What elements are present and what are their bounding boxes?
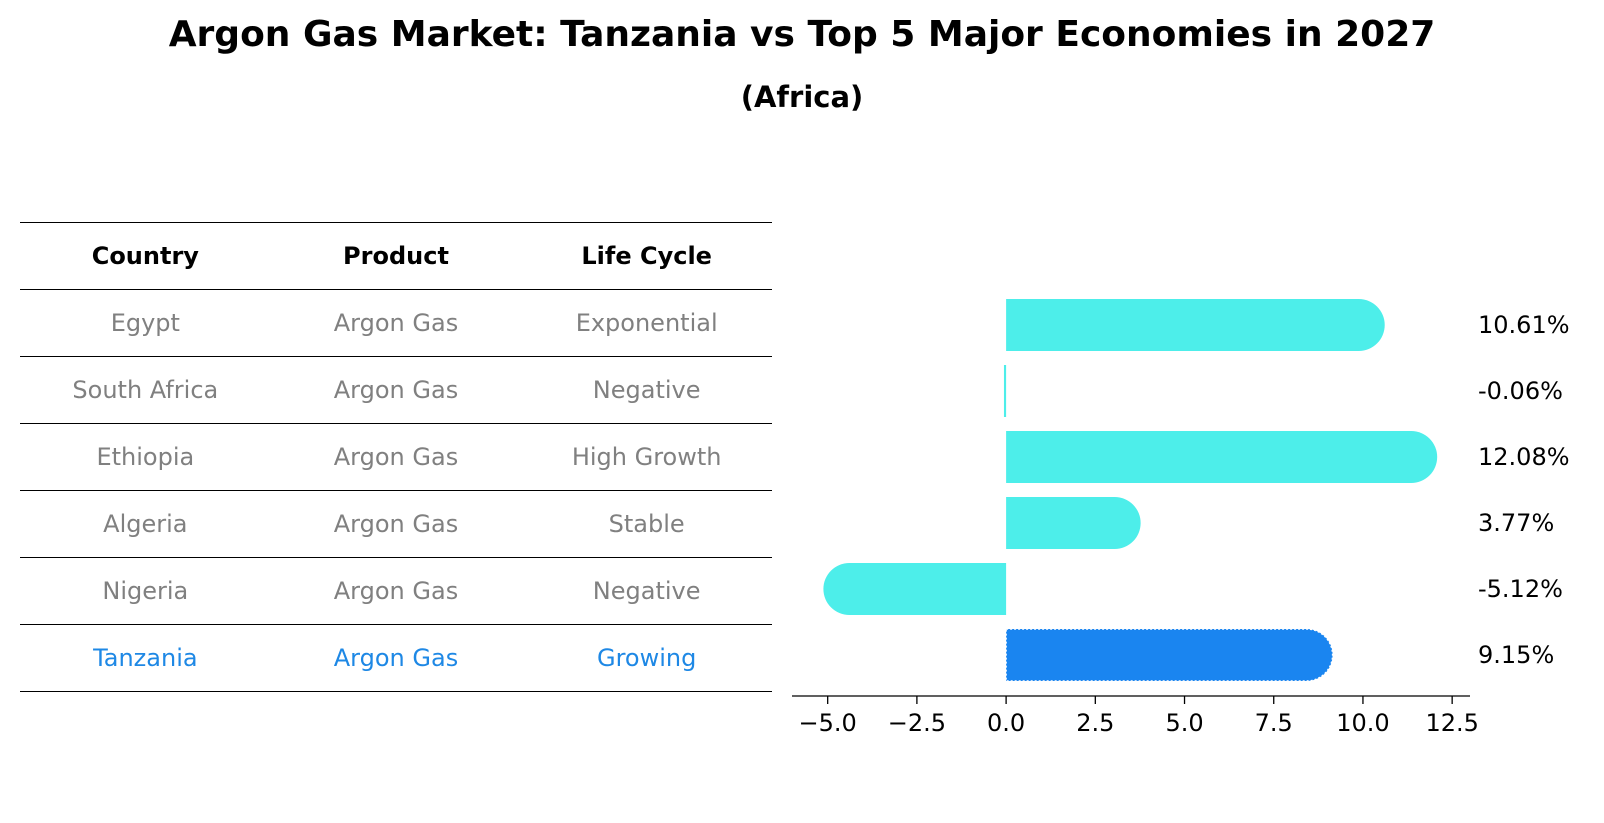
table-row: Nigeria Argon Gas Negative (20, 557, 772, 625)
cell-country: Algeria (20, 490, 271, 558)
cell-product: Argon Gas (270, 423, 522, 491)
value-label: 3.77% (1478, 509, 1554, 537)
cell-country: South Africa (20, 356, 271, 424)
table-header-row: Country Product Life Cycle (20, 222, 772, 290)
bar-ethiopia (1006, 431, 1438, 483)
value-label: -0.06% (1478, 377, 1563, 405)
cell-country: Egypt (20, 289, 271, 357)
cell-country: Ethiopia (20, 423, 271, 491)
life-cycle-table: Country Product Life Cycle Egypt Argon G… (20, 222, 772, 692)
value-label: -5.12% (1478, 575, 1563, 603)
cell-life-cycle: Negative (521, 356, 772, 424)
x-tick-label: −2.5 (888, 709, 946, 737)
chart-title: Argon Gas Market: Tanzania vs Top 5 Majo… (168, 14, 1436, 55)
x-tick-label: 2.5 (1076, 709, 1114, 737)
x-tick-label: 12.5 (1425, 709, 1478, 737)
cell-product: Argon Gas (270, 557, 522, 625)
chart-subtitle: (Africa) (740, 80, 864, 114)
cell-product: Argon Gas (270, 289, 522, 357)
bar-south-africa (1003, 365, 1007, 417)
value-label: 12.08% (1478, 443, 1570, 471)
table-row: Ethiopia Argon Gas High Growth (20, 423, 772, 491)
header-country: Country (20, 222, 271, 290)
table-row: Egypt Argon Gas Exponential (20, 289, 772, 357)
cell-life-cycle: Stable (521, 490, 772, 558)
cell-life-cycle: Negative (521, 557, 772, 625)
x-tick-label: 10.0 (1336, 709, 1389, 737)
x-tick-label: 0.0 (987, 709, 1025, 737)
bar-algeria (1006, 497, 1141, 549)
table-row: South Africa Argon Gas Negative (20, 356, 772, 424)
value-label: 9.15% (1478, 641, 1554, 669)
value-label: 10.61% (1478, 311, 1570, 339)
cell-life-cycle: Exponential (521, 289, 772, 357)
cell-product: Argon Gas (270, 356, 522, 424)
table-row-highlight: Tanzania Argon Gas Growing (20, 624, 772, 692)
header-life-cycle: Life Cycle (521, 222, 772, 290)
cell-country: Tanzania (20, 624, 271, 692)
cell-life-cycle: Growing (521, 624, 772, 692)
bar-nigeria (823, 563, 1007, 615)
x-tick-label: −5.0 (799, 709, 857, 737)
bar-tanzania (1005, 628, 1334, 682)
bar-egypt (1006, 299, 1385, 351)
cell-life-cycle: High Growth (521, 423, 772, 491)
x-tick-label: 7.5 (1255, 709, 1293, 737)
header-product: Product (270, 222, 522, 290)
table-row: Algeria Argon Gas Stable (20, 490, 772, 558)
x-tick-label: 5.0 (1165, 709, 1203, 737)
cell-product: Argon Gas (270, 490, 522, 558)
cell-country: Nigeria (20, 557, 271, 625)
cell-product: Argon Gas (270, 624, 522, 692)
